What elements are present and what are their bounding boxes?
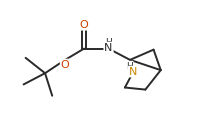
Text: N: N	[129, 67, 137, 77]
Text: N: N	[104, 43, 113, 53]
Text: O: O	[80, 20, 88, 30]
Text: O: O	[61, 60, 69, 70]
Text: H: H	[126, 61, 133, 70]
Text: H: H	[105, 38, 112, 47]
